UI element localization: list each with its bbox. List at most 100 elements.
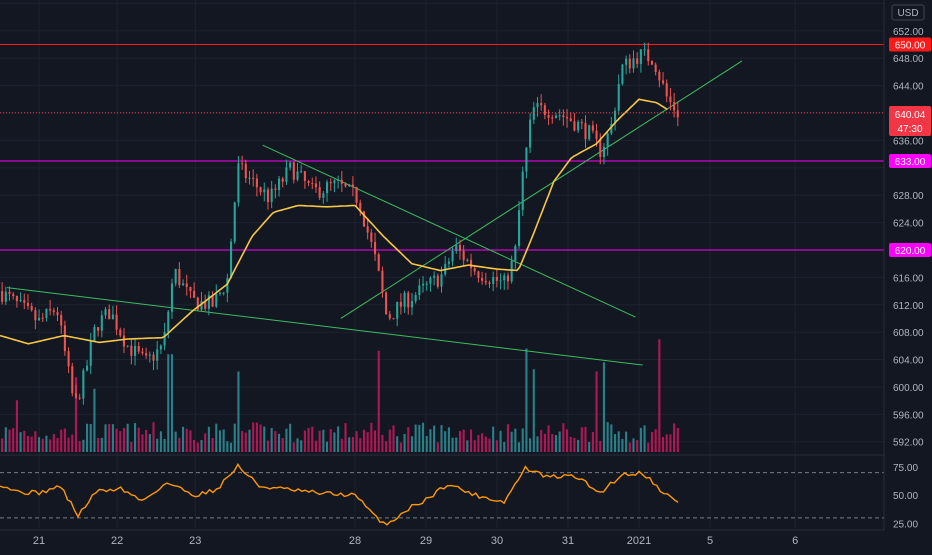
time-tick-label: 30 [491,535,503,547]
candle-body [126,345,129,347]
volume-bar [289,423,292,452]
volume-bar [355,431,358,452]
trendline[interactable] [7,287,643,366]
candle-body [362,211,366,227]
volume-bar [436,442,439,452]
candle-body [211,295,214,307]
currency-selector[interactable]: USD [891,4,925,21]
volume-bar [425,436,428,452]
volume-bar [41,438,44,452]
volume-bar [469,429,473,452]
volume-bar [481,433,484,452]
trendline[interactable] [262,144,636,318]
volume-bar [167,354,170,452]
volume-bar [348,437,351,452]
candle-body [495,277,498,281]
candle-body [259,187,262,193]
candle-body [617,83,620,111]
current-price-tag: 640.04 47:30 [889,106,931,136]
candle-body [650,61,654,65]
volume-bar [658,339,661,452]
volume-bar [621,438,624,452]
volume-bar [148,434,151,452]
candle-body [277,178,281,190]
candle-body [503,275,506,281]
price-tick-label: 608.00 [893,328,924,339]
volume-bar [277,433,281,452]
volume-bar [126,423,129,452]
time-tick-label: 6 [792,535,798,547]
price-tick-label: 600.00 [893,383,924,394]
volume-bar [392,425,395,452]
candle-body [554,115,558,118]
volume-bar [8,429,11,452]
volume-bar [174,431,177,452]
candle-body [137,346,140,352]
volume-bar [45,435,48,452]
volume-bar [551,434,554,452]
candle-body [565,117,569,119]
volume-bar [562,423,565,452]
time-tick-label: 22 [111,535,123,547]
volume-bar [492,426,495,452]
volume-bar [580,427,583,452]
volume-bar [325,441,329,452]
candle-body [510,260,513,282]
price-axis[interactable]: 592.00 596.00 600.00 604.00 608.00 612.00 616.… [883,0,932,550]
volume-bar [407,427,410,452]
candle-body [569,118,572,122]
volume-bar [300,440,303,452]
time-tick-label: 21 [33,535,45,547]
candle-body [45,308,48,318]
volume-bar [30,436,33,452]
volume-bar [517,442,521,452]
volume-bar [56,437,59,452]
volume-bar [292,442,295,452]
candle-body [455,245,458,251]
volume-bar [89,424,92,452]
volume-bar [222,429,225,452]
candle-body [595,130,598,140]
level-tag-620.00 [889,242,931,257]
volume-bar [643,425,646,452]
candle-body [115,314,118,330]
volume-bar [673,423,676,452]
volume-bar [654,429,657,452]
volume-bar [381,434,384,452]
time-axis[interactable]: 21 22 23 28 29 30 31 2021 5 6 [0,529,884,547]
candle-body [182,283,185,286]
volume-bar [525,348,528,452]
volume-bar [26,435,30,452]
volume-bar [377,350,380,452]
horizontal-levels[interactable] [0,44,884,251]
price-tick-label: 612.00 [893,301,924,312]
volume-bar [322,429,325,452]
candle-body [178,269,181,286]
volume-bar [396,436,399,452]
volume-bar [38,437,41,452]
volume-bar [359,438,362,452]
volume-bar [418,424,421,452]
volume-bar [521,428,524,452]
candle-body [673,102,676,111]
volume-bar [200,440,203,452]
candle-body [606,133,609,147]
currency-badge[interactable] [891,4,925,21]
volume-bar [4,427,7,452]
volume-bar [233,423,236,452]
candle-body [377,254,380,271]
volume-bar [366,432,369,452]
price-tick-label: 652.00 [893,27,924,38]
volume-bar [514,428,517,452]
volume-bar [636,440,639,452]
volume-bar [373,430,377,452]
candle-body [392,318,395,320]
candle-body [610,123,613,134]
candle-body [108,309,111,320]
candle-body [233,202,236,242]
candle-body [174,269,177,284]
volume-bar [108,423,111,452]
volume-bar [573,437,576,452]
